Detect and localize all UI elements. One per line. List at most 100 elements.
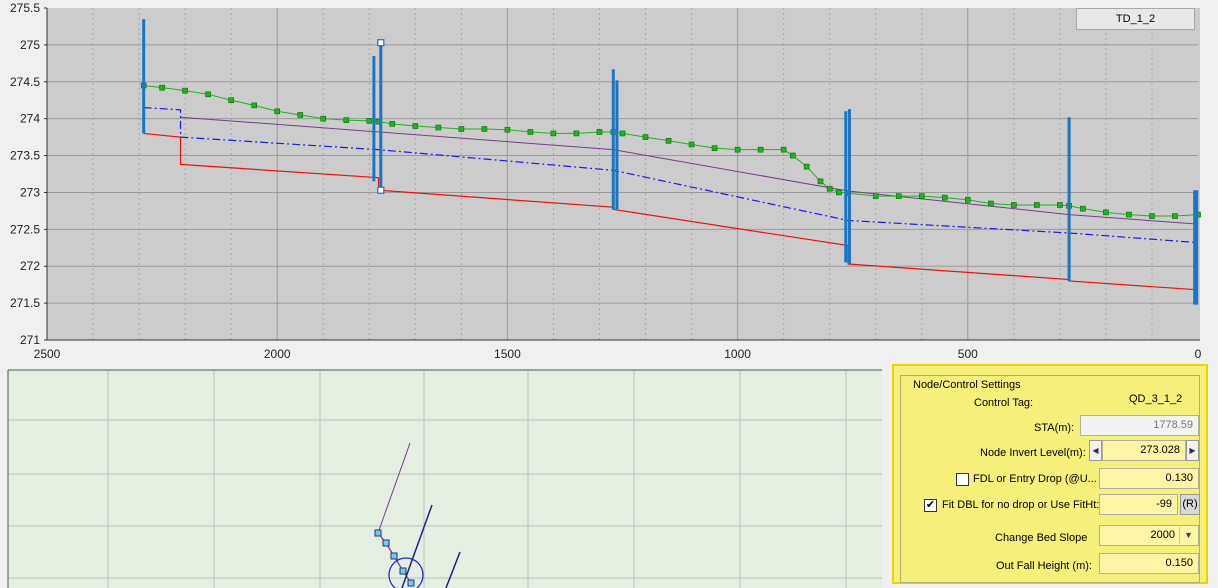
water-surface-point <box>941 194 948 201</box>
node-invert-field[interactable]: 273.028 <box>1102 440 1186 461</box>
plan-cross-section-2 <box>445 551 461 588</box>
out-fall-height-field[interactable]: 0.150 <box>1099 553 1199 574</box>
water-surface-point <box>872 193 879 199</box>
water-surface-point <box>320 115 327 122</box>
water-surface-point <box>734 146 741 153</box>
out-fall-height-label: Out Fall Height (m): <box>996 560 1092 572</box>
water-surface-point <box>642 134 649 140</box>
water-surface-point <box>817 178 824 185</box>
plan-node-point[interactable] <box>390 552 398 560</box>
water-surface-point <box>274 108 281 115</box>
water-surface-point <box>826 185 833 192</box>
fdl-field[interactable]: 0.130 <box>1099 468 1199 489</box>
spin-left-icon[interactable]: ◀ <box>1089 440 1102 461</box>
water-surface-point <box>343 117 350 123</box>
water-surface-point <box>550 130 557 137</box>
water-surface-point <box>988 200 994 207</box>
plan-node-point[interactable] <box>382 539 390 547</box>
water-surface-point <box>412 123 419 129</box>
fit-dbl-checkbox[interactable]: ✔ <box>924 499 937 512</box>
water-surface-point <box>573 130 580 137</box>
water-surface-point <box>1126 211 1132 218</box>
y-tick-label: 271 <box>20 333 40 347</box>
y-tick-label: 272 <box>20 259 40 273</box>
x-tick-label: 1000 <box>724 347 751 361</box>
plan-background <box>8 370 882 588</box>
water-surface-point <box>297 112 304 118</box>
water-surface-point <box>435 124 442 131</box>
y-tick-label: 274 <box>20 112 40 126</box>
node-invert-label: Node Invert Level(m): <box>980 447 1086 459</box>
y-tick-label: 273.5 <box>10 149 40 163</box>
plan-selected-node-marker[interactable] <box>388 557 424 588</box>
x-tick-label: 1500 <box>494 347 521 361</box>
x-tick-label: 500 <box>958 347 978 361</box>
x-tick-label: 2500 <box>34 347 61 361</box>
spin-right-icon[interactable]: ▶ <box>1186 440 1199 461</box>
water-surface-point <box>964 197 971 203</box>
plan-view[interactable] <box>0 368 892 588</box>
fdl-label: FDL or Entry Drop (@U... <box>973 473 1097 485</box>
settings-group-title: Node/Control Settings <box>911 379 1023 391</box>
fit-dbl-label: Fit DBL for no drop or Use FitHt: <box>942 499 1100 511</box>
control-tag-label: Control Tag: <box>974 397 1034 409</box>
water-surface-point <box>1172 213 1178 219</box>
water-surface-point <box>366 118 373 124</box>
x-tick-label: 2000 <box>264 347 291 361</box>
fdl-checkbox[interactable] <box>956 473 969 486</box>
water-surface-point <box>688 141 695 148</box>
water-surface-point <box>1057 202 1063 208</box>
water-surface-point <box>159 84 165 91</box>
change-bed-slope-value: 2000 <box>1150 529 1175 541</box>
water-surface-point <box>918 193 925 199</box>
change-bed-slope-label: Change Bed Slope <box>995 532 1088 544</box>
water-surface-point <box>1011 202 1017 208</box>
profile-chart-panel: 2500 2000 1500 1000 500 0 271 271.5 272 272.5 273 2… <box>9 1 1202 361</box>
plot-area <box>47 8 1200 340</box>
chevron-down-icon[interactable]: ▼ <box>1179 527 1197 544</box>
water-surface-point <box>596 129 603 135</box>
plan-grid <box>8 370 882 588</box>
y-tick-label: 272.5 <box>10 222 40 236</box>
node-invert-spinner[interactable]: ◀ 273.028 ▶ <box>1089 440 1199 461</box>
water-surface-point <box>458 126 465 132</box>
profile-chart: 2500 2000 1500 1000 500 0 271 271.5 272 272.5 273 2… <box>10 1 1202 361</box>
dbl-line <box>143 107 1199 244</box>
water-surface-point <box>205 91 211 98</box>
selected-node-top-handle[interactable] <box>377 39 385 47</box>
water-surface-point <box>711 145 718 151</box>
water-surface-point <box>1149 213 1155 219</box>
fit-r-button[interactable]: (R) <box>1180 494 1200 515</box>
water-surface-point <box>803 163 810 170</box>
water-surface-point <box>790 152 796 159</box>
water-surface-point <box>228 97 234 104</box>
water-surface-point <box>836 189 842 196</box>
fit-dbl-field[interactable]: -99 <box>1099 494 1178 515</box>
plan-node-points[interactable] <box>374 529 415 587</box>
plan-view-panel[interactable] <box>0 368 892 588</box>
settings-group: Node/Control Settings Control Tag: QD_3_… <box>900 375 1200 583</box>
sta-field[interactable]: 1778.59 <box>1080 415 1199 436</box>
selected-node-bottom-handle[interactable] <box>377 186 385 194</box>
y-tick-label: 273 <box>20 185 40 199</box>
y-tick-label: 275 <box>20 38 40 52</box>
plan-node-point[interactable] <box>407 579 415 587</box>
water-surface-point <box>780 146 787 153</box>
water-surface-point <box>757 146 764 153</box>
y-tick-label: 275.5 <box>10 1 40 15</box>
plan-node-point[interactable] <box>374 529 382 537</box>
y-tick-label: 271.5 <box>10 296 40 310</box>
water-surface-point <box>182 87 188 94</box>
water-surface-point <box>389 121 396 127</box>
control-tag-value: QD_3_1_2 <box>1129 393 1183 405</box>
water-surface-point <box>665 138 672 144</box>
plan-cross-section-1 <box>401 504 433 588</box>
water-surface-point <box>251 102 257 109</box>
plan-node-point[interactable] <box>399 567 407 575</box>
water-surface-point <box>619 130 626 137</box>
plan-reach-line <box>377 442 411 534</box>
change-bed-slope-dropdown[interactable]: 2000 ▼ <box>1099 525 1199 546</box>
y-tick-label: 274.5 <box>10 75 40 89</box>
water-surface-point <box>1080 205 1086 212</box>
node-control-settings-panel: Node/Control Settings Control Tag: QD_3_… <box>892 364 1208 584</box>
